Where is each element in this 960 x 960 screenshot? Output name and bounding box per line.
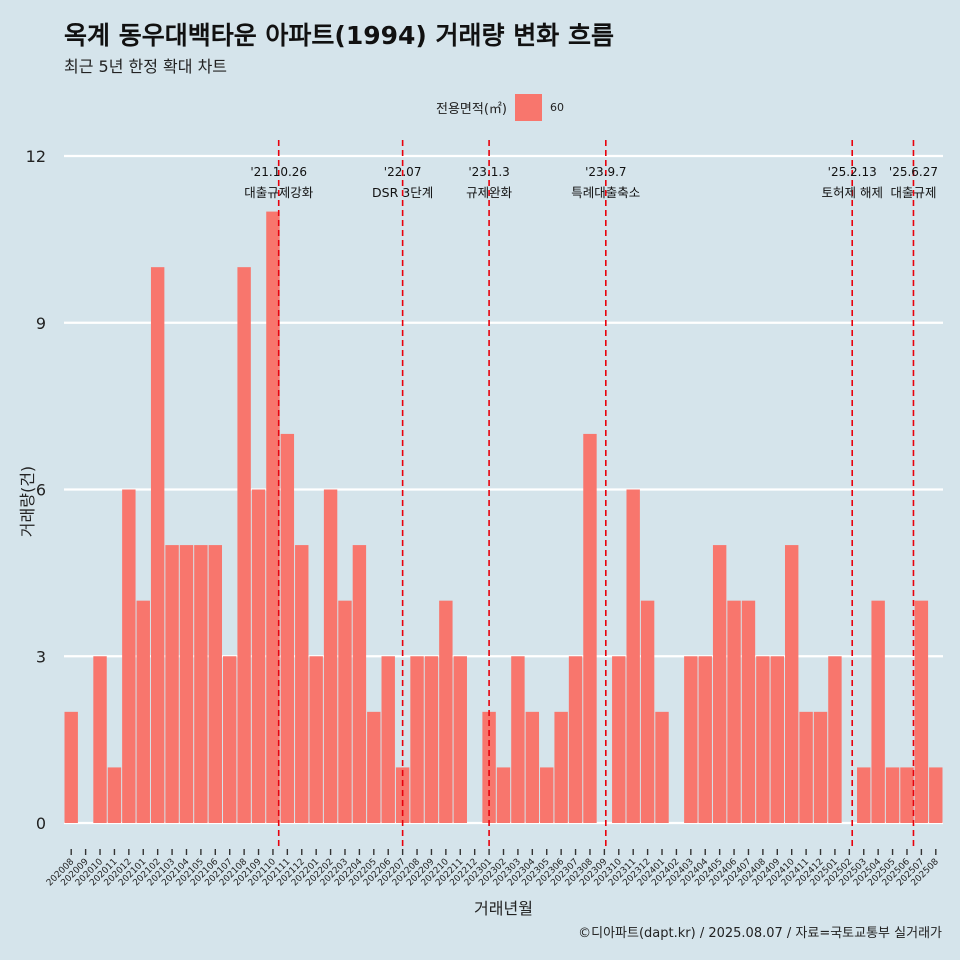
bar	[439, 600, 453, 823]
bar	[784, 545, 799, 823]
bar	[64, 711, 78, 823]
bar	[712, 545, 727, 823]
bar	[828, 656, 842, 823]
bar	[554, 711, 568, 823]
event-date-label: '21.10.26	[250, 165, 307, 179]
bar	[223, 656, 237, 823]
bar	[885, 767, 900, 823]
bar	[453, 656, 467, 823]
bar	[698, 656, 712, 823]
y-tick-label: 12	[26, 147, 46, 166]
y-tick-label: 6	[36, 481, 46, 500]
bar	[338, 600, 352, 823]
bar	[540, 767, 554, 823]
bar	[424, 656, 439, 823]
bar	[93, 656, 107, 823]
bar	[929, 767, 943, 823]
event-label: 대출규제	[890, 185, 936, 200]
event-label: DSR 3단계	[372, 185, 433, 200]
y-tick-label: 9	[36, 314, 46, 333]
bar	[107, 767, 122, 823]
bar	[857, 767, 871, 823]
bar	[266, 211, 280, 824]
bar	[381, 656, 395, 823]
bar	[871, 600, 885, 823]
bar	[251, 489, 266, 823]
bar	[237, 267, 251, 824]
chart-subtitle: 최근 5년 한정 확대 차트	[64, 57, 228, 76]
event-date-label: '25.6.27	[889, 165, 938, 179]
bar	[525, 711, 540, 823]
event-date-label: '25.2.13	[828, 165, 877, 179]
bar	[914, 600, 929, 823]
bar	[727, 600, 741, 823]
bar	[583, 433, 597, 823]
bar	[136, 600, 150, 823]
y-tick-label: 3	[36, 647, 46, 666]
bar	[482, 711, 496, 823]
event-date-label: '22.07	[384, 165, 422, 179]
bar	[813, 711, 828, 823]
legend: 전용면적(㎡) 60	[436, 94, 564, 121]
bar	[568, 656, 583, 823]
bar	[179, 545, 194, 823]
bar	[309, 656, 323, 823]
event-label: 규제완화	[466, 185, 513, 200]
bar	[655, 711, 669, 823]
bar	[770, 656, 784, 823]
bar	[194, 545, 208, 823]
bar	[626, 489, 640, 823]
bar	[900, 767, 914, 823]
bar	[165, 545, 179, 823]
bar	[280, 433, 295, 823]
bar	[410, 656, 424, 823]
bar	[352, 545, 367, 823]
caption: ©디아파트(dapt.kr) / 2025.08.07 / 자료=국토교통부 실…	[578, 926, 942, 941]
bar	[367, 711, 381, 823]
bar	[511, 656, 525, 823]
bar	[150, 267, 165, 824]
event-date-label: '23.9.7	[585, 165, 626, 179]
event-label: 특례대출축소	[571, 185, 640, 200]
bar	[684, 656, 698, 823]
bar	[208, 545, 223, 823]
event-label: 토허제 해제	[821, 185, 882, 200]
bar	[612, 656, 626, 823]
bar	[122, 489, 136, 823]
bar	[640, 600, 655, 823]
x-axis-title: 거래년월	[474, 899, 533, 918]
legend-swatch	[514, 94, 542, 121]
legend-title: 전용면적(㎡)	[436, 102, 507, 117]
bar	[323, 489, 338, 823]
bar	[496, 767, 511, 823]
y-tick-label: 0	[36, 814, 46, 833]
bar	[741, 600, 756, 823]
event-label: 대출규제강화	[244, 185, 314, 200]
legend-item-label: 60	[549, 101, 564, 114]
bar	[295, 545, 309, 823]
y-axis-title: 거래량(건)	[18, 466, 37, 537]
bar	[756, 656, 770, 823]
chart-title: 옥계 동우대백타운 아파트(1994) 거래량 변화 흐름	[64, 21, 614, 50]
event-date-label: '23.1.3	[468, 165, 509, 179]
bar	[799, 711, 813, 823]
